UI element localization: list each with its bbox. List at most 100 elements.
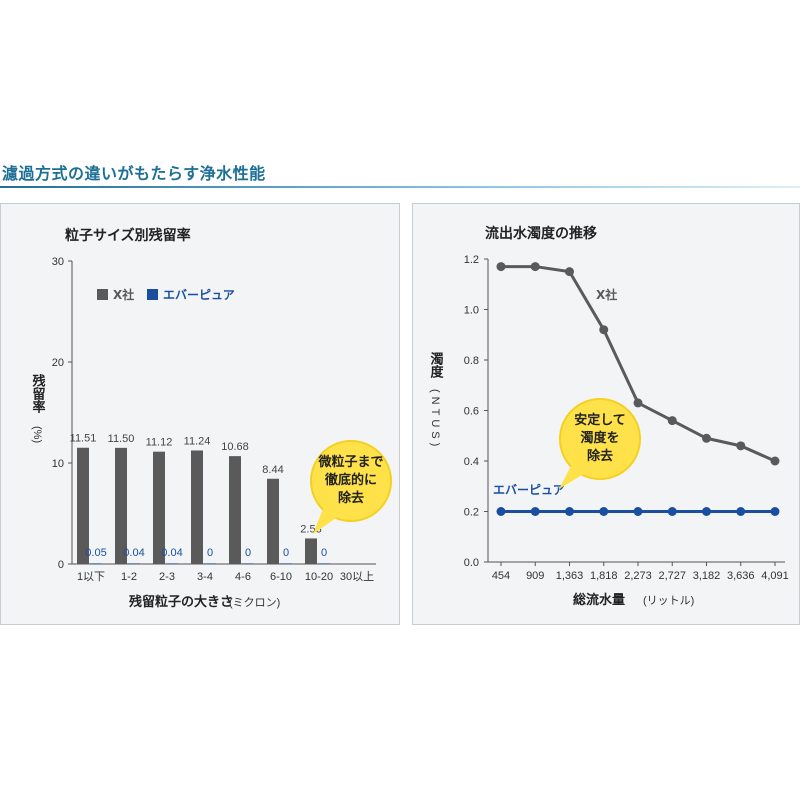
heading-divider	[0, 186, 800, 188]
series-point-1-6	[702, 507, 711, 516]
series-point-1-3	[599, 507, 609, 516]
callout-text-line: 安定して	[574, 412, 626, 428]
x-tick-label: 1以下	[77, 571, 105, 583]
bar-everpure-4	[242, 563, 254, 564]
series-label-x: X社	[596, 287, 617, 302]
y-axis-unit: (NTUS)	[429, 389, 441, 450]
series-point-0-4	[633, 398, 643, 408]
callout-text-line: 微粒子まで	[317, 454, 383, 470]
x-tick-label: 30以上	[340, 570, 374, 583]
bar-value-x-0: 11.51	[70, 433, 97, 445]
legend-swatch-everpure	[147, 289, 158, 300]
x-axis-label: 総流水量	[573, 592, 625, 608]
bar-everpure-1	[128, 563, 140, 564]
legend-label-x: X社	[113, 287, 134, 302]
bar-value-everpure-2: 0.04	[161, 547, 182, 559]
bar-x-2	[153, 451, 165, 564]
callout-bubble	[310, 440, 392, 522]
series-point-0-0	[496, 262, 506, 272]
legend-swatch-x	[97, 289, 108, 300]
bar-chart: 粒子サイズ別残留率 0 10 20 30 残留率 (%) X社 エバーピュア 11.51 0.05 1…	[30, 227, 392, 610]
y-axis-label: 濁度	[428, 351, 444, 379]
y-tick-label: 0.2	[464, 507, 479, 519]
bar-x-4	[229, 456, 241, 564]
x-tick-label: 1-2	[121, 571, 137, 583]
line-chart-panel: 流出水濁度の推移 0.0 0.2 0.4 0.6 0.8 1.0 1.2 454 909 1,363…	[412, 203, 800, 625]
x-tick-label: 4-6	[235, 571, 251, 583]
x-tick-label: 3-4	[197, 571, 213, 583]
series-point-1-4	[633, 507, 643, 516]
chart-title: 粒子サイズ別残留率	[65, 227, 191, 244]
bar-x-6	[305, 538, 317, 564]
bar-x-0	[77, 447, 89, 564]
line-chart: 流出水濁度の推移 0.0 0.2 0.4 0.6 0.8 1.0 1.2 454 909 1,363…	[428, 225, 789, 608]
callout-pointer	[313, 509, 339, 534]
callout-bubble	[559, 398, 641, 480]
bar-everpure-5	[280, 563, 292, 564]
series-point-0-6	[702, 433, 711, 443]
bar-value-x-1: 11.50	[108, 433, 135, 445]
callout-text-line: 徹底的に	[324, 472, 377, 488]
series-point-1-2	[565, 507, 574, 516]
bar-value-everpure-1: 0.04	[123, 547, 144, 559]
bar-everpure-0	[90, 563, 102, 564]
callout-pointer	[559, 466, 587, 489]
y-tick-label: 30	[52, 256, 64, 268]
y-tick-label: 20	[52, 357, 64, 369]
x-tick-label: 2,273	[624, 570, 652, 582]
y-axis-unit: (%)	[31, 426, 43, 443]
chart-title: 流出水濁度の推移	[485, 225, 597, 242]
series-point-1-7	[736, 507, 746, 516]
callout-text-line: 除去	[338, 490, 364, 506]
x-tick-label: 454	[492, 570, 510, 582]
x-axis-unit: (ミクロン)	[229, 596, 280, 609]
x-tick-label: 6-10	[270, 571, 292, 583]
callout-text-line: 除去	[587, 448, 613, 464]
bar-chart-panel: 粒子サイズ別残留率 0 10 20 30 残留率 (%) X社 エバーピュア 11.51 0.05 1…	[0, 203, 400, 625]
series-point-0-2	[565, 267, 574, 277]
callout-text-line: 濁度を	[580, 430, 619, 446]
bar-value-x-3: 11.24	[184, 435, 211, 447]
x-tick-label: 10-20	[305, 571, 333, 583]
bar-x-3	[191, 450, 203, 564]
bar-value-everpure-3: 0	[207, 547, 213, 559]
y-tick-label: 10	[52, 458, 64, 470]
bar-x-5	[267, 478, 279, 564]
bar-value-x-2: 11.12	[146, 437, 173, 449]
x-tick-label: 1,818	[590, 570, 618, 582]
x-tick-label: 909	[526, 570, 544, 582]
series-point-0-3	[599, 325, 609, 335]
y-tick-label: 1.0	[464, 305, 479, 317]
x-axis-unit: (リットル)	[643, 595, 694, 607]
x-tick-label: 3,182	[693, 570, 721, 582]
series-point-1-8	[770, 507, 780, 516]
x-axis-label: 残留粒子の大きさ	[129, 594, 233, 610]
y-tick-label: 0	[58, 559, 64, 571]
bar-everpure-6	[318, 563, 330, 564]
bar-x-1	[115, 447, 127, 564]
bar-everpure-3	[204, 563, 216, 564]
bar-value-x-5: 8.44	[262, 464, 283, 476]
series-point-1-1	[530, 507, 540, 516]
series-point-0-5	[667, 416, 677, 426]
page-heading: 濾過方式の違いがもたらす浄水性能	[2, 164, 266, 183]
series-point-0-8	[770, 456, 780, 466]
x-tick-label: 4,091	[761, 570, 789, 582]
legend-label-everpure: エバーピュア	[163, 288, 235, 302]
y-tick-label: 1.2	[464, 254, 479, 266]
x-tick-label: 1,363	[556, 570, 584, 582]
series-label-everpure: エバーピュア	[493, 483, 565, 497]
bar-everpure-2	[166, 563, 178, 564]
y-tick-label: 0.6	[464, 406, 479, 418]
x-tick-label: 2,727	[658, 570, 686, 582]
series-point-0-7	[736, 441, 746, 451]
x-tick-label: 3,636	[727, 570, 755, 582]
bar-value-everpure-6: 0	[321, 547, 327, 559]
y-tick-label: 0.4	[464, 456, 479, 468]
x-tick-label: 2-3	[159, 571, 175, 583]
series-point-1-5	[667, 507, 677, 516]
y-tick-label: 0.8	[464, 355, 479, 367]
series-point-0-1	[530, 262, 540, 272]
y-axis-label: 残留率	[30, 373, 46, 414]
series-point-1-0	[496, 507, 506, 516]
